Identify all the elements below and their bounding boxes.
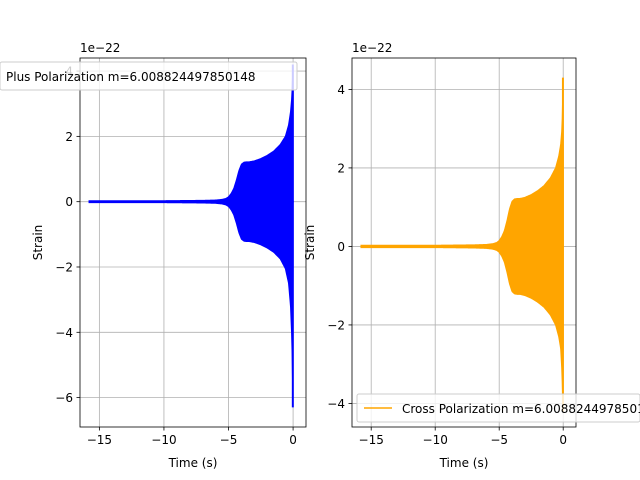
- plus-legend-label: Plus Polarization m=6.008824497850148: [6, 70, 256, 84]
- cross-x-tick-label: 0: [559, 433, 567, 447]
- plus-y-axis-label: Strain: [31, 225, 45, 261]
- cross-y-tick-label: 0: [337, 240, 345, 254]
- plus-series: [88, 64, 294, 408]
- plus-x-tick-label: −15: [87, 433, 112, 447]
- plus-legend-box: [0, 61, 298, 91]
- cross-x-tick-label: −5: [490, 433, 508, 447]
- cross-legend-box: [356, 393, 640, 423]
- cross-axes-frame: [351, 57, 577, 428]
- plus-x-tick-label: −10: [151, 433, 176, 447]
- plus-y-tick-label: 2: [65, 130, 73, 144]
- plus-y-tick-label: −2: [55, 260, 73, 274]
- plus-x-tick-label: 0: [289, 433, 297, 447]
- plus-y-tick-label: 0: [65, 195, 73, 209]
- cross-offset-text: 1e−22: [352, 41, 392, 55]
- cross-series: [360, 77, 564, 412]
- plus-x-tick-label: −5: [220, 433, 238, 447]
- plus-x-axis-label: Time (s): [168, 456, 218, 470]
- cross-y-tick-label: −4: [327, 397, 345, 411]
- cross-y-tick-label: 2: [337, 161, 345, 175]
- plus-y-tick-label: −6: [55, 391, 73, 405]
- cross-x-axis-label: Time (s): [439, 456, 489, 470]
- plus-axes-frame: [79, 57, 307, 428]
- cross-y-ticks: −4 −2 0 2 4: [327, 83, 352, 411]
- plus-legend: Plus Polarization m=6.008824497850148: [0, 61, 298, 91]
- cross-y-tick-label: 4: [337, 83, 345, 97]
- plus-offset-text: 1e−22: [80, 41, 120, 55]
- cross-legend-label: Cross Polarization m=6.008824497850148: [402, 402, 640, 416]
- plus-x-ticks: −15 −10 −5 0: [87, 427, 297, 447]
- cross-y-tick-label: −2: [327, 318, 345, 332]
- cross-legend: Cross Polarization m=6.008824497850148: [356, 393, 640, 423]
- plus-y-tick-label: −4: [55, 326, 73, 340]
- cross-x-tick-label: −15: [359, 433, 384, 447]
- cross-x-ticks: −15 −10 −5 0: [359, 427, 567, 447]
- cross-y-axis-label: Strain: [303, 225, 317, 261]
- cross-x-tick-label: −10: [423, 433, 448, 447]
